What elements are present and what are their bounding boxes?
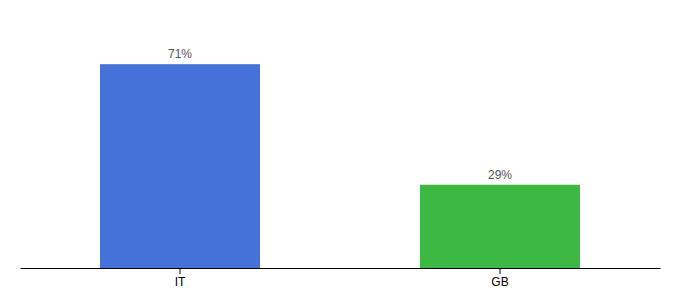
x-tick: GB: [491, 268, 508, 289]
plot-area: 71% 29% IT GB: [21, 47, 661, 288]
bar: [100, 64, 260, 268]
x-tick: IT: [175, 268, 186, 289]
data-label: 29%: [488, 168, 512, 182]
chart-svg: 71% 29% IT GB: [0, 0, 680, 300]
x-tick-mark: [500, 268, 501, 274]
chart-container: 71% 29% IT GB: [0, 0, 680, 300]
bar: [420, 185, 580, 268]
data-labels: 71% 29%: [168, 47, 512, 182]
bars: [100, 64, 580, 268]
x-tick-label: GB: [491, 275, 508, 289]
x-tick-mark: [180, 268, 181, 274]
x-axis: IT GB: [21, 268, 661, 289]
data-label: 71%: [168, 47, 192, 61]
x-axis-line: [21, 268, 661, 269]
x-tick-label: IT: [175, 275, 186, 289]
